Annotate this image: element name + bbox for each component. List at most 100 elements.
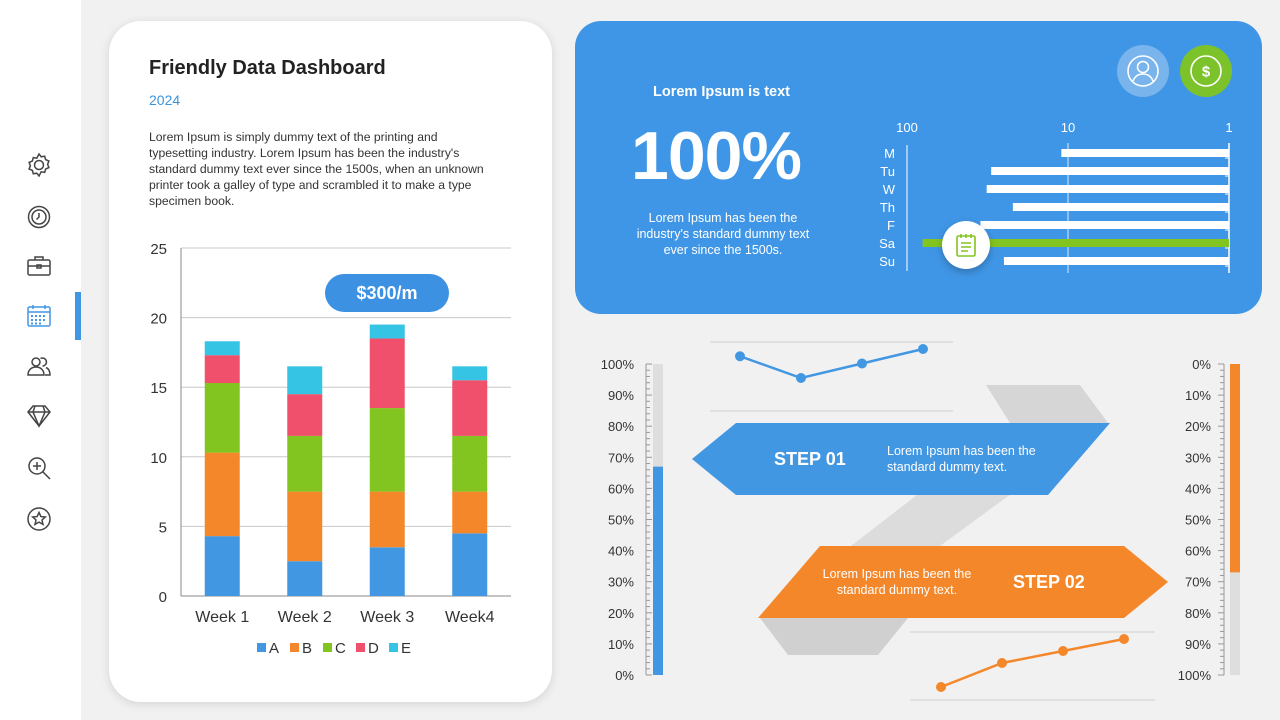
user-icon bbox=[1127, 55, 1159, 87]
legend-swatch bbox=[290, 643, 299, 652]
gauge-fill bbox=[653, 466, 663, 675]
x-tick-label: Week 1 bbox=[195, 609, 249, 626]
step-02-text: Lorem Ipsum has been the standard dummy … bbox=[822, 567, 972, 597]
notepad-icon bbox=[956, 234, 976, 257]
bar-segment bbox=[452, 533, 488, 596]
weekday-bar-chart: 100 10 1 M Tu W Th F Sa Su bbox=[879, 120, 1233, 273]
gauge-tick-label: 70% bbox=[1185, 575, 1211, 590]
gauge-tick-label: 50% bbox=[608, 513, 634, 528]
legend-label: E bbox=[401, 640, 411, 657]
line-point bbox=[857, 358, 867, 369]
y-tick-label: 20 bbox=[150, 311, 167, 328]
summary-description: Lorem Ipsum has been the industry's stan… bbox=[636, 211, 810, 257]
gauge-tick-label: 60% bbox=[1185, 544, 1211, 559]
sidebar bbox=[0, 0, 81, 720]
bar-segment bbox=[369, 491, 405, 548]
step-01-arrow bbox=[692, 423, 1110, 495]
summary-big-value: 100% bbox=[631, 118, 802, 194]
line-point bbox=[918, 344, 928, 354]
legend-swatch bbox=[323, 643, 332, 652]
bar-segment bbox=[204, 341, 240, 356]
zoom-in-icon[interactable] bbox=[25, 454, 53, 482]
weekday-bar bbox=[922, 239, 1229, 247]
x-tick-label: Week4 bbox=[445, 609, 495, 626]
bar-segment bbox=[369, 547, 405, 596]
notepad-badge bbox=[942, 221, 990, 269]
bar-segment bbox=[452, 435, 488, 492]
gauge-tick-label: 10% bbox=[608, 637, 634, 652]
diamond-icon[interactable] bbox=[25, 402, 53, 430]
summary-panel: Lorem Ipsum is text 100% Lorem Ipsum has… bbox=[575, 21, 1262, 314]
gauge-tick-label: 40% bbox=[608, 544, 634, 559]
weekday-label: Tu bbox=[880, 164, 895, 179]
page-year: 2024 bbox=[149, 92, 181, 108]
y-tick-label: 10 bbox=[150, 450, 167, 467]
bar-segment bbox=[204, 452, 240, 537]
x-tick-label: 10 bbox=[1061, 120, 1075, 135]
gauge-tick-label: 50% bbox=[1185, 513, 1211, 528]
line-point bbox=[796, 373, 806, 383]
bar-segment bbox=[369, 338, 405, 409]
calendar-icon[interactable] bbox=[25, 302, 53, 330]
bar-segment bbox=[287, 561, 323, 596]
svg-text:$: $ bbox=[1202, 64, 1211, 81]
clock-icon[interactable] bbox=[25, 203, 53, 231]
weekday-bar bbox=[1003, 257, 1229, 265]
line-point bbox=[1119, 634, 1129, 644]
y-tick-label: 5 bbox=[159, 519, 167, 536]
gauge-tick-label: 0% bbox=[1192, 357, 1211, 372]
user-button[interactable] bbox=[1117, 45, 1169, 97]
gauge-fill bbox=[1230, 364, 1240, 573]
step-02-label: STEP 02 bbox=[1013, 572, 1085, 592]
weekday-bar bbox=[1061, 149, 1229, 157]
gauge-tick-label: 30% bbox=[608, 575, 634, 590]
step-02-arrow bbox=[758, 546, 1168, 618]
star-icon[interactable] bbox=[25, 505, 53, 533]
users-icon[interactable] bbox=[25, 352, 53, 380]
dashboard-card: Friendly Data Dashboard 2024 Lorem Ipsum… bbox=[109, 21, 552, 702]
dollar-icon: $ bbox=[1190, 55, 1222, 87]
step-01-label: STEP 01 bbox=[774, 449, 846, 469]
bar-segment bbox=[204, 355, 240, 384]
gauge-tick-label: 20% bbox=[1185, 419, 1211, 434]
dollar-button[interactable]: $ bbox=[1180, 45, 1232, 97]
bar-segment bbox=[452, 380, 488, 436]
y-tick-label: 25 bbox=[150, 241, 167, 258]
gear-icon[interactable] bbox=[25, 151, 53, 179]
line-series bbox=[940, 637, 1125, 689]
bar-segment bbox=[287, 366, 323, 395]
bar-segment bbox=[452, 491, 488, 534]
gauge-tick-label: 80% bbox=[1185, 606, 1211, 621]
line-series bbox=[739, 347, 924, 380]
legend-swatch bbox=[257, 643, 266, 652]
weekday-label: Sa bbox=[879, 236, 896, 251]
gauge-tick-label: 70% bbox=[608, 450, 634, 465]
line-point bbox=[735, 351, 745, 362]
bar-segment bbox=[369, 324, 405, 339]
gauge-tick-label: 40% bbox=[1185, 481, 1211, 496]
bar-segment bbox=[204, 536, 240, 596]
active-indicator bbox=[75, 292, 81, 340]
bar-segment bbox=[287, 491, 323, 562]
legend-label: A bbox=[269, 640, 279, 657]
line-point bbox=[936, 682, 946, 692]
line-point bbox=[1058, 646, 1068, 656]
x-tick-label: 1 bbox=[1225, 120, 1232, 135]
x-tick-label: 100 bbox=[896, 120, 918, 135]
gauge-tick-label: 20% bbox=[608, 606, 634, 621]
stacked-bar-chart: 0 5 10 15 20 25 Week 1 Week 2 Week 3 Week4 A B C D E bbox=[150, 241, 511, 657]
x-tick-label: Week 3 bbox=[360, 609, 414, 626]
briefcase-icon[interactable] bbox=[25, 252, 53, 280]
weekday-bar bbox=[986, 185, 1229, 193]
x-tick-label: Week 2 bbox=[278, 609, 332, 626]
bar-segment bbox=[369, 408, 405, 492]
gauge-tick-label: 100% bbox=[601, 357, 635, 372]
legend-label: C bbox=[335, 640, 346, 657]
weekday-label: Su bbox=[879, 254, 895, 269]
step-01-text: Lorem Ipsum has been the standard dummy … bbox=[887, 444, 1036, 474]
weekday-label: M bbox=[884, 146, 895, 161]
legend-label: B bbox=[302, 640, 312, 657]
gauge-tick-label: 30% bbox=[1185, 450, 1211, 465]
gauge-tick-label: 10% bbox=[1185, 388, 1211, 403]
